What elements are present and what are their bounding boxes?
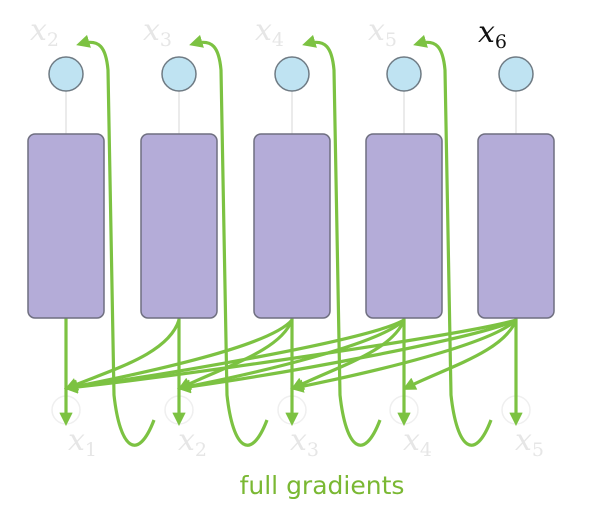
top-label-x5: x5 [368,13,397,51]
bottom-label-x1: x1 [68,423,97,461]
rnn-block-3 [253,133,331,319]
top-label-x4: x4 [255,13,284,51]
fan-arrow-5-4 [402,319,518,390]
output-node-5 [498,56,534,92]
rnn-block-2 [140,133,218,319]
rnn-block-4 [365,133,443,319]
bottom-label-x2: x2 [178,423,207,461]
output-node-1 [48,56,84,92]
rnn-block-5 [477,133,555,319]
fan-arrow-5-3 [290,318,518,393]
bottom-label-x4: x4 [403,423,432,461]
caption: full gradients [240,471,405,500]
fan-arrow-3-1 [64,318,294,393]
output-node-2 [161,56,197,92]
top-label-x3: x3 [143,13,172,51]
circle-block-connectors [65,91,517,134]
loop-arrow-4 [413,34,493,447]
output-nodes [48,56,534,92]
top-label-x2: x2 [30,13,59,51]
loop-arrow-3 [302,34,382,447]
rnn-blocks [27,133,555,319]
bottom-label-x3: x3 [290,423,319,461]
fan-arrow-2-1 [64,319,181,391]
rnn-block-1 [27,133,105,319]
loop-arrows [76,34,493,447]
bottom-label-x5: x5 [515,423,544,461]
loop-arrow-2 [189,34,269,447]
fan-arrow-5-1 [63,318,517,394]
top-label-x6: x6 [478,15,507,53]
output-node-4 [386,56,422,92]
output-node-3 [274,56,310,92]
loop-arrow-1 [76,34,156,447]
fan-arrow-4-2 [177,318,406,393]
